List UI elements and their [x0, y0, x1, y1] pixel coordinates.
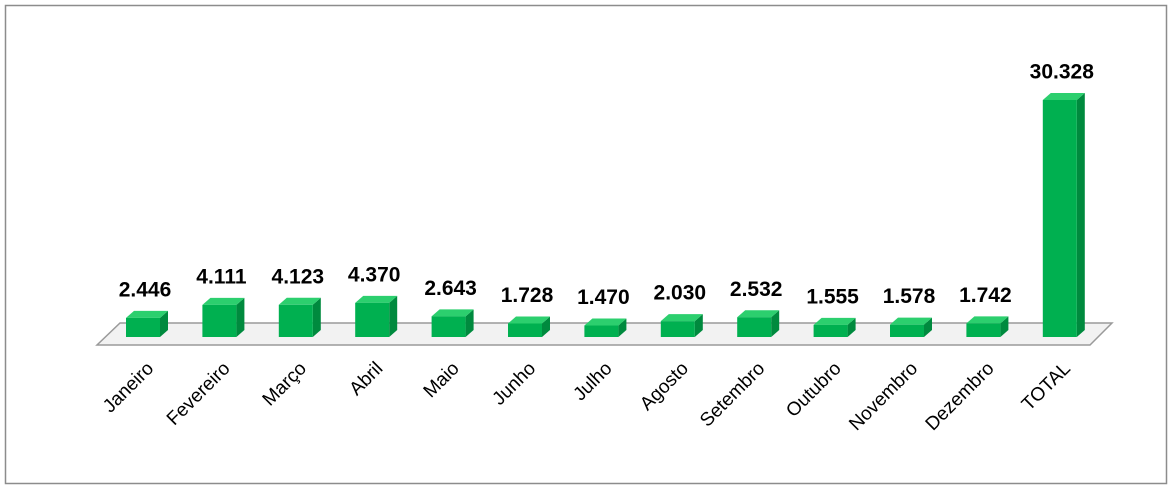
value-label: 1.728 [501, 284, 554, 307]
bar-top [737, 310, 780, 318]
bar-top [1042, 93, 1085, 100]
bar-top [431, 309, 474, 317]
bar-side [618, 318, 627, 337]
bar [431, 316, 466, 337]
bar-top [584, 318, 627, 326]
bar-top [813, 317, 856, 325]
bar [508, 323, 542, 337]
bar [278, 304, 313, 337]
value-label: 4.111 [196, 265, 247, 288]
bar-top [278, 297, 321, 305]
bar-side [694, 314, 703, 337]
bar-side [924, 317, 932, 337]
bar [355, 302, 390, 337]
bar-side [312, 297, 321, 337]
bar-side [542, 316, 550, 337]
bar-top [126, 310, 168, 318]
bar-top [660, 314, 703, 322]
value-label: 30.328 [1030, 61, 1095, 84]
bar-side [465, 309, 474, 337]
bar [737, 317, 772, 337]
bar [202, 304, 237, 337]
bar-top [202, 297, 245, 305]
bar [660, 321, 695, 337]
bar [890, 324, 924, 337]
bar-top [355, 295, 398, 303]
bar-side [847, 317, 856, 337]
bar-side [236, 297, 245, 337]
value-label: 2.643 [424, 277, 477, 300]
bar-top [966, 316, 1009, 324]
bar [966, 323, 1001, 337]
bar [1042, 100, 1077, 337]
bar-side [389, 295, 398, 337]
bar-side [771, 310, 780, 337]
value-label: 1.578 [883, 285, 936, 308]
bar [126, 317, 160, 337]
bar-side [1076, 93, 1085, 337]
value-label: 2.532 [730, 278, 783, 301]
bar [584, 325, 619, 337]
bar [813, 324, 848, 337]
value-label: 4.123 [272, 265, 325, 288]
value-label: 4.370 [348, 263, 401, 286]
value-label: 1.555 [806, 285, 859, 308]
value-label: 1.742 [959, 284, 1012, 307]
bar-top [890, 317, 932, 325]
bar-side [160, 310, 168, 337]
value-label: 1.470 [577, 286, 630, 309]
value-label: 2.446 [119, 278, 172, 301]
chart-frame [4, 4, 1168, 485]
bar-top [508, 316, 550, 324]
value-label: 2.030 [654, 282, 707, 305]
bar-side [1000, 316, 1009, 337]
